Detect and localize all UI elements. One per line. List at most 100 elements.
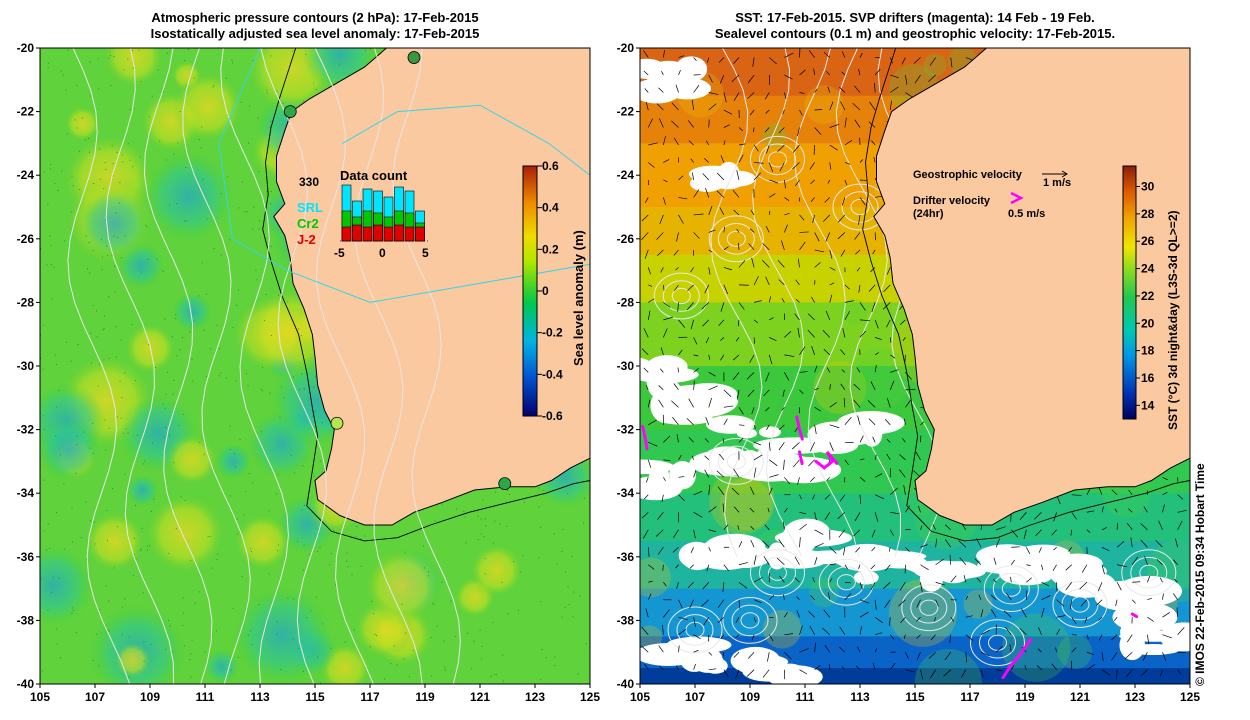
sst-tick-label: 14 [1141,398,1155,412]
x-tick-label: 111 [796,690,815,704]
cyan-contours [218,48,590,303]
y-tick-label: -20 [17,41,35,55]
y-tick-label: -36 [17,550,35,564]
sst-tick-label: 20 [1141,316,1155,330]
x-tick-label: 109 [740,690,760,704]
y-tick-label: -40 [617,677,635,691]
y-tick-label: -40 [17,677,35,691]
x-tick-label: 125 [580,690,600,704]
sla-tick-label: -0.4 [542,367,563,381]
left-panel-title: Atmospheric pressure contours (2 hPa): 1… [40,10,590,42]
x-tick-label: 105 [30,690,50,704]
y-tick-label: -30 [17,359,35,373]
x-tick-label: 109 [140,690,160,704]
sst-colorbar-label: SST (°C) 3d night&day (L3S-3d QL>=2) [1166,211,1180,431]
y-tick-label: -24 [617,168,635,182]
y-tick-label: -38 [17,613,35,627]
x-tick-label: 123 [525,690,545,704]
geo-velocity-scale: 1 m/s [1043,177,1071,189]
drifter-scale-arrow [1010,191,1024,205]
map-axes: 105 107 109 111 113 115 117 119 121 123 125 -20 -22 -… [17,41,1201,704]
velocity-legend: Geostrophic velocity 1 m/s Drifter veloc… [913,169,1071,220]
x-tick-label: 107 [85,690,105,704]
sst-colorbar-ticks: 30 28 26 24 22 20 18 16 14 [1136,180,1155,412]
x-tick-label: 113 [850,690,870,704]
right-map [640,48,1190,684]
y-tick-label: -38 [617,613,635,627]
geo-velocity-scale-arrowhead [1061,170,1068,178]
sst-tick-label: 22 [1141,289,1155,303]
inset-legend-srl: SRL [297,200,323,215]
sla-colorbar: 0.6 0.4 0.2 0 -0.2 -0.4 -0.6 Sea level anomaly… [522,159,586,423]
x-tick-label: 115 [905,690,925,704]
inset-title: Data count [340,168,408,183]
sla-colorbar-bar [522,165,538,417]
right-panel-title: SST: 17-Feb-2015. SVP drifters (magenta)… [640,10,1190,42]
data-count-inset: Data count 330 SRL Cr2 J-2 -5 0 5 [297,168,429,260]
drifter-velocity-label: Drifter velocity [913,195,991,207]
left-shelf-contour [262,48,590,542]
x-tick-label: 123 [1125,690,1145,704]
y-tick-label: -36 [617,550,635,564]
sst-tick-label: 16 [1141,371,1155,385]
right-title-line1: SST: 17-Feb-2015. SVP drifters (magenta)… [735,10,1095,25]
geo-velocity-label: Geostrophic velocity [913,169,1023,181]
y-tick-label: -28 [17,295,35,309]
left-title-line1: Atmospheric pressure contours (2 hPa): 1… [151,10,479,25]
x-tick-label: 119 [415,690,435,704]
y-tick-label: -28 [617,295,635,309]
inset-xtick-5: 5 [422,246,429,260]
inset-xtick-0: 0 [379,246,386,260]
y-tick-label: -22 [617,105,635,119]
y-tick-label: -30 [617,359,635,373]
tide-gauge-markers [283,51,512,491]
y-tick-label: -26 [17,232,35,246]
y-tick-label: -26 [617,232,635,246]
x-tick-label: 107 [685,690,705,704]
right-shelf-contour [862,48,1190,542]
inset-xtick-neg5: -5 [334,246,345,260]
sla-tick-label: 0.4 [542,201,559,215]
y-tick-label: -34 [17,486,35,500]
inset-count: 330 [299,175,319,189]
drifter-velocity-scale: 0.5 m/s [1008,208,1045,220]
left-title-line2: Isostatically adjusted sea level anomaly… [150,26,480,41]
drifter-tracks [641,415,1140,680]
left-land [273,48,590,526]
inset-legend-cr2: Cr2 [297,216,319,231]
sst-colorbar-bar [1122,165,1137,420]
x-tick-label: 121 [470,690,490,704]
sla-colorbar-ticks: 0.6 0.4 0.2 0 -0.2 -0.4 -0.6 [537,159,563,423]
x-tick-label: 117 [960,690,980,704]
right-land [873,48,1190,526]
right-title-line2: Sealevel contours (0.1 m) and geostrophi… [714,26,1116,41]
y-tick-label: -32 [617,423,635,437]
y-tick-label: -32 [17,423,35,437]
y-tick-label: -34 [617,486,635,500]
sst-tick-label: 30 [1141,180,1155,194]
cloud-mask [640,56,1190,684]
x-tick-label: 125 [1180,690,1200,704]
sla-tick-label: -0.2 [542,326,563,340]
inset-bars [341,184,425,242]
sst-tick-label: 24 [1141,262,1155,276]
x-tick-label: 111 [196,690,215,704]
drifter-velocity-sublabel: (24hr) [913,208,944,220]
sst-colorbar: 30 28 26 24 22 20 18 16 14 SST (°C) 3d night&day… [1122,165,1180,431]
sst-tick-label: 18 [1141,344,1155,358]
sla-colorbar-label: Sea level anomaly (m) [571,230,586,366]
sla-tick-label: 0.6 [542,159,559,173]
imos-credit: © IMOS 22-Feb-2015 09:34 Hobart Time [1193,463,1207,686]
sla-tick-label: -0.6 [542,409,563,423]
left-map [40,48,590,684]
sealevel-contours [653,48,1177,667]
sst-tick-label: 28 [1141,207,1155,221]
inset-legend-j2: J-2 [297,232,316,247]
y-tick-label: -24 [17,168,35,182]
sst-tick-label: 26 [1141,234,1155,248]
x-tick-label: 119 [1015,690,1035,704]
y-tick-label: -22 [17,105,35,119]
x-tick-label: 105 [630,690,650,704]
x-tick-label: 115 [305,690,325,704]
